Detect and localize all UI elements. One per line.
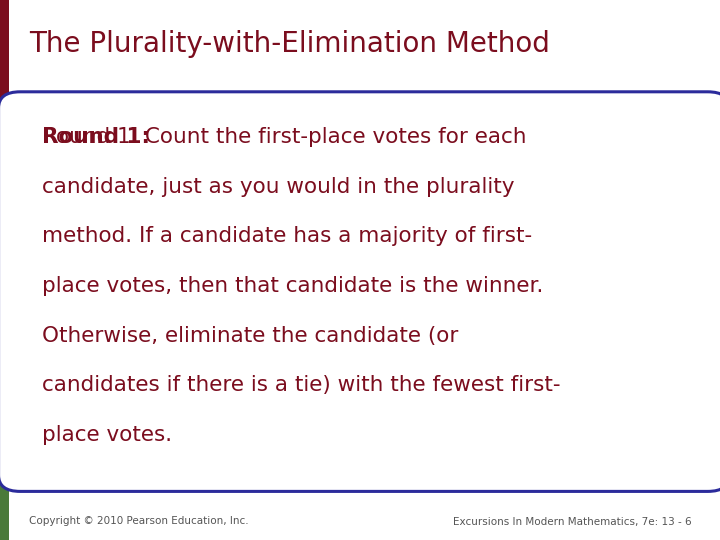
Text: Copyright © 2010 Pearson Education, Inc.: Copyright © 2010 Pearson Education, Inc. [29,516,248,526]
Text: candidate, just as you would in the plurality: candidate, just as you would in the plur… [42,177,514,197]
Bar [0,0,9,302]
FancyBboxPatch shape [0,92,720,491]
Text: Excursions In Modern Mathematics, 7e: 13 - 6: Excursions In Modern Mathematics, 7e: 13… [453,516,691,526]
Text: method. If a candidate has a majority of first-: method. If a candidate has a majority of… [42,226,532,246]
Bar [0,302,9,540]
Text: Otherwise, eliminate the candidate (or: Otherwise, eliminate the candidate (or [42,326,458,346]
Text: place votes.: place votes. [42,425,172,445]
Text: place votes, then that candidate is the winner.: place votes, then that candidate is the … [42,276,543,296]
Text: Round 1:: Round 1: [42,127,157,147]
Text: candidates if there is a tie) with the fewest first-: candidates if there is a tie) with the f… [42,375,560,395]
Text: Round 1: Count the first-place votes for each: Round 1: Count the first-place votes for… [42,127,526,147]
Text: The Plurality-with-Elimination Method: The Plurality-with-Elimination Method [29,30,549,58]
